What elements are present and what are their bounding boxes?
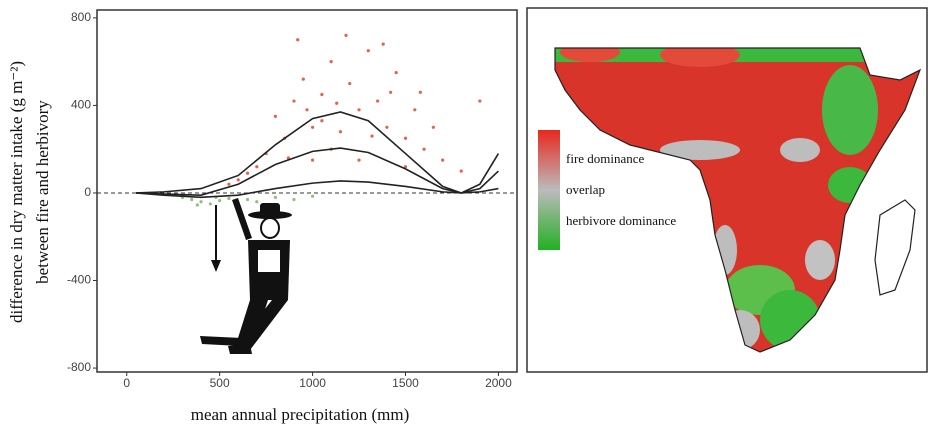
coastline bbox=[554, 47, 922, 353]
map-color-bar bbox=[538, 130, 560, 250]
data-point bbox=[338, 130, 343, 134]
data-point bbox=[273, 114, 278, 118]
data-point bbox=[413, 108, 417, 112]
data-point bbox=[357, 158, 361, 162]
data-point bbox=[310, 194, 315, 198]
data-point bbox=[305, 108, 309, 112]
x-tick-label: 0 bbox=[123, 376, 130, 390]
data-point bbox=[431, 125, 435, 129]
data-point bbox=[236, 178, 240, 182]
data-point bbox=[370, 134, 374, 138]
y-tick-label: 0 bbox=[84, 185, 91, 199]
data-point bbox=[376, 99, 380, 103]
madagascar bbox=[874, 199, 916, 296]
x-tick-label: 500 bbox=[210, 376, 230, 390]
y-axis-label: between fire and herbivory bbox=[33, 100, 52, 284]
data-point bbox=[245, 197, 250, 202]
data-point bbox=[199, 200, 203, 204]
data-point bbox=[357, 108, 361, 112]
data-point bbox=[403, 165, 408, 169]
data-point bbox=[255, 165, 259, 169]
data-point bbox=[255, 200, 259, 204]
data-point bbox=[195, 203, 199, 207]
data-point bbox=[227, 182, 231, 186]
data-point bbox=[310, 158, 315, 162]
data-point bbox=[218, 199, 222, 203]
y-tick-label: 800 bbox=[71, 10, 91, 24]
data-point bbox=[208, 202, 212, 206]
data-point bbox=[286, 156, 291, 160]
data-point bbox=[418, 90, 422, 94]
data-point bbox=[441, 158, 445, 162]
map-legend-label: herbivore dominance bbox=[566, 213, 676, 228]
data-point bbox=[403, 136, 408, 140]
data-point bbox=[273, 195, 278, 199]
farmer-icon bbox=[200, 198, 292, 354]
y-tick-label: 400 bbox=[71, 98, 91, 112]
data-point bbox=[292, 99, 296, 103]
data-point bbox=[348, 81, 352, 86]
x-tick-label: 1000 bbox=[299, 376, 326, 390]
data-point bbox=[381, 42, 385, 46]
data-point bbox=[320, 92, 324, 97]
data-point bbox=[459, 169, 463, 173]
data-point bbox=[190, 197, 194, 202]
map-legend-label: overlap bbox=[566, 182, 605, 197]
data-point bbox=[478, 99, 482, 103]
data-point bbox=[310, 125, 315, 129]
y-tick-label: -800 bbox=[67, 360, 91, 374]
y-tick-label: -400 bbox=[67, 273, 91, 287]
data-point bbox=[366, 49, 370, 53]
data-point bbox=[301, 77, 305, 81]
data-point bbox=[245, 171, 250, 175]
data-point bbox=[329, 60, 333, 64]
map-legend-label: fire dominance bbox=[566, 151, 645, 166]
y-axis-label: difference in dry matter intake (g m⁻²) bbox=[7, 61, 26, 323]
data-point bbox=[385, 125, 389, 129]
x-tick-label: 2000 bbox=[485, 376, 512, 390]
data-point bbox=[422, 147, 426, 151]
data-point bbox=[227, 196, 231, 201]
data-point bbox=[344, 33, 348, 37]
x-tick-label: 1500 bbox=[392, 376, 419, 390]
data-point bbox=[394, 70, 398, 75]
data-point bbox=[292, 197, 296, 202]
data-point bbox=[320, 119, 324, 123]
fit-curve bbox=[135, 180, 499, 199]
data-point bbox=[389, 90, 393, 94]
data-point bbox=[296, 38, 300, 42]
x-axis-label: mean annual precipitation (mm) bbox=[191, 405, 410, 424]
data-point bbox=[335, 101, 339, 105]
